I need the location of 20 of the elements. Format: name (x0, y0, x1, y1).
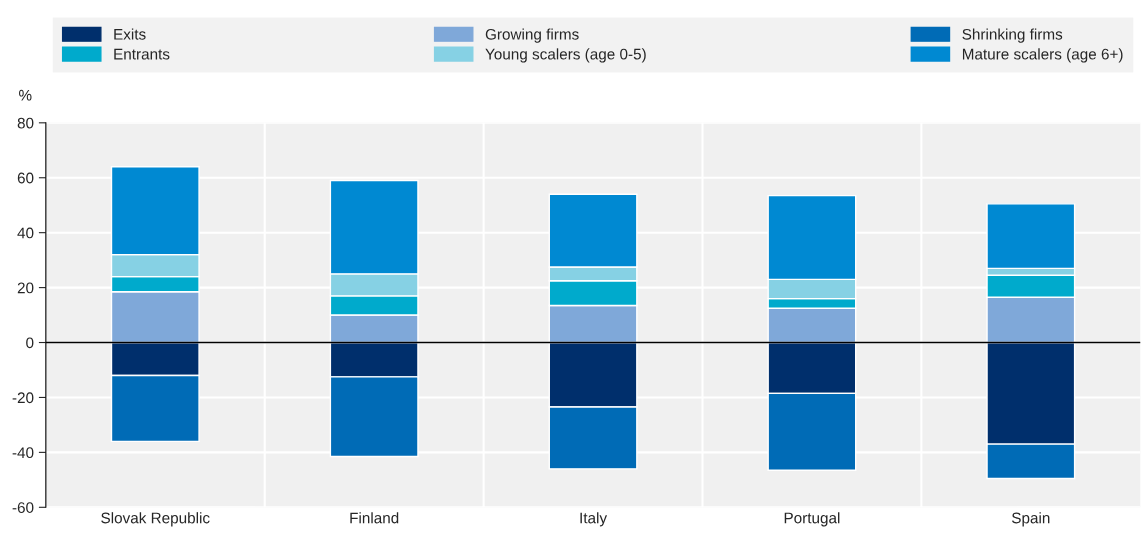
legend-label: Young scalers (age 0-5) (485, 48, 646, 63)
x-tick-label: Finland (350, 512, 399, 524)
y-tick-label: -40 (12, 447, 34, 459)
legend-label: Shrinking firms (962, 28, 1063, 43)
y-tick-label: -60 (12, 502, 34, 513)
x-tick-label: Italy (580, 512, 608, 527)
legend-label: Growing firms (485, 28, 579, 43)
y-tick-label: 40 (17, 227, 34, 239)
y-axis-title: % (19, 89, 32, 101)
legend-label: Mature scalers (age 6+) (962, 48, 1123, 63)
y-tick-label: 20 (17, 282, 34, 294)
x-tick-label: Portugal (784, 512, 840, 527)
y-tick-label: 0 (26, 337, 34, 349)
x-tick-label: Slovak Republic (101, 512, 210, 527)
legend-label: Entrants (114, 48, 170, 60)
legend-label: Exits (114, 28, 146, 40)
y-tick-label: 60 (17, 172, 34, 184)
y-tick-label: 80 (17, 117, 34, 129)
y-tick-label: -20 (12, 392, 34, 404)
x-tick-label: Spain (1011, 512, 1050, 527)
